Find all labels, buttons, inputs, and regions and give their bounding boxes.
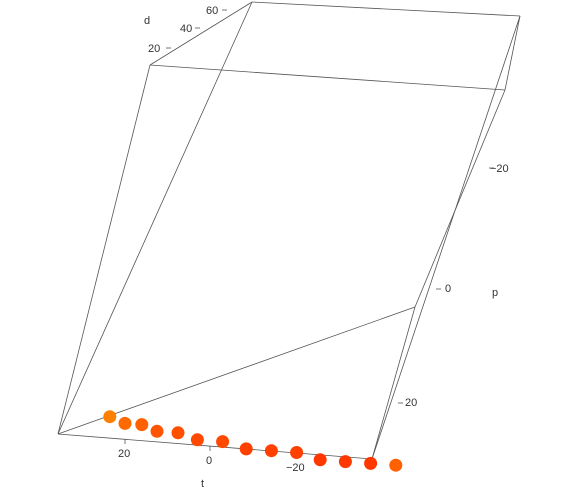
p-axis-label: p	[492, 287, 498, 299]
box-edge	[251, 1, 521, 17]
box-edge	[149, 1, 253, 66]
box-edge	[149, 64, 506, 91]
data-point	[216, 435, 230, 449]
p-tick-label: −20	[490, 163, 509, 175]
p-tick-label: 0	[445, 283, 451, 295]
data-point	[364, 456, 378, 470]
box-edge	[57, 1, 253, 435]
box-edge	[57, 64, 151, 435]
data-point	[264, 444, 278, 458]
t-tick-label: 0	[206, 455, 212, 467]
t-tick-label: 20	[118, 448, 130, 460]
d-tick-label: 20	[148, 43, 160, 55]
data-point	[150, 424, 164, 438]
box-edge	[371, 306, 416, 460]
data-point	[239, 442, 253, 456]
t-axis: 20 0 −20 t	[118, 439, 305, 490]
data-points	[103, 410, 403, 472]
t-axis-label: t	[201, 478, 204, 490]
d-axis: 20 40 60 d	[144, 5, 227, 55]
d-tick-label: 60	[206, 5, 218, 17]
box-edge	[414, 89, 506, 308]
d-tick-label: 40	[180, 23, 192, 35]
data-point	[103, 410, 117, 424]
data-point	[338, 455, 352, 469]
data-point	[290, 446, 304, 459]
box-edge	[57, 306, 416, 435]
data-point	[389, 458, 403, 472]
data-point	[313, 453, 327, 467]
t-tick-label: −20	[286, 462, 305, 474]
d-axis-label: d	[144, 15, 150, 27]
data-point	[171, 426, 185, 440]
box-edge	[504, 15, 521, 91]
data-point	[190, 433, 204, 447]
bounding-box	[57, 1, 521, 460]
p-tick-label: 20	[405, 397, 417, 409]
data-point	[118, 416, 132, 430]
box-edge	[57, 433, 373, 460]
data-point	[135, 418, 149, 432]
p-axis: −20 0 20 p	[398, 163, 509, 409]
box-edge	[371, 15, 521, 460]
